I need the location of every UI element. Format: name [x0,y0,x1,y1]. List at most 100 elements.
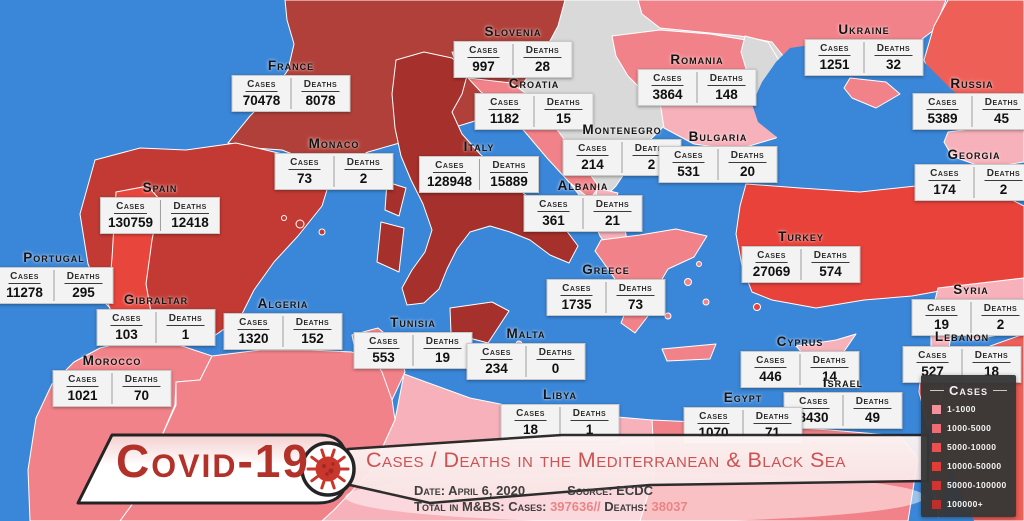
map-region-greek-island-2 [702,298,710,306]
cases-deaths-table: Cases 103 Deaths 1 [96,309,216,346]
deaths-value: 295 [72,285,95,300]
country-name: Tunisia [390,315,436,330]
table-divider [799,354,801,385]
cases-value: 1021 [67,388,98,403]
date-source-row: Date: April 6, 2020 Source: ECDC [414,483,653,498]
country-name: Lebanon [934,329,990,344]
deaths-header: Deaths [853,396,892,409]
total-cases-label: Total in M&BS: Cases: [414,499,547,514]
cases-header: Cases [672,150,705,163]
legend-swatch [932,461,941,471]
table-divider [970,302,972,333]
cases-header: Cases [288,157,321,170]
deaths-column: Deaths 32 [865,42,923,73]
cases-deaths-table: Cases 361 Deaths 21 [523,195,643,232]
country-name: Turkey [778,229,824,244]
country-name: Croatia [508,76,560,91]
map-region-turkish-island-1 [753,303,761,311]
country-name: Egypt [723,390,763,405]
legend-swatch [932,480,941,490]
deaths-value: 32 [885,57,902,72]
country-label-cyprus: Cyprus Cases 446 Deaths 14 [740,334,860,388]
cases-column: Cases 103 [98,312,156,343]
deaths-value: 1 [181,327,190,342]
cases-header: Cases [433,160,466,173]
cases-column: Cases 997 [455,44,513,75]
deaths-value: 1 [585,422,594,437]
legend-title: Cases [949,383,988,398]
country-name: Italy [463,139,495,154]
cases-value: 553 [372,350,395,365]
table-divider [582,198,584,229]
cases-header: Cases [754,355,787,368]
deaths-column: Deaths 70 [113,373,171,404]
legend-item: 100000+ [932,499,1007,509]
cases-deaths-table: Cases 5389 Deaths 45 [912,93,1024,130]
deaths-header: Deaths [874,43,913,56]
country-label-morocco: Morocco Cases 1021 Deaths 70 [52,353,172,407]
deaths-column: Deaths 0 [527,346,585,377]
cases-column: Cases 19 [913,302,971,333]
legend-label: 5000-10000 [947,442,997,452]
country-name: Libya [543,387,577,402]
deaths-header: Deaths [570,408,609,421]
cases-value: 361 [542,213,565,228]
cases-deaths-table: Cases 11278 Deaths 295 [0,267,114,304]
cases-value: 5389 [927,111,958,126]
deaths-value: 148 [715,87,738,102]
cases-value: 1251 [819,57,850,72]
deaths-header: Deaths [166,313,205,326]
legend-title-row: Cases [930,383,1007,398]
deaths-column: Deaths 14 [801,354,859,385]
deaths-header: Deaths [981,303,1020,316]
cases-value: 70478 [242,93,281,108]
deaths-value: 19 [434,350,451,365]
table-divider [696,72,698,103]
table-divider [111,373,113,404]
cases-header: Cases [237,317,270,330]
cases-header: Cases [697,411,730,424]
deaths-value: 2 [996,317,1005,332]
cases-header: Cases [651,73,684,86]
cases-column: Cases 214 [564,142,622,173]
map-region-greek-island-3 [664,312,672,320]
legend-dash-right [992,390,1007,391]
deaths-value: 21 [604,213,621,228]
deaths-value: 28 [534,59,551,74]
deaths-column: Deaths 574 [802,249,860,280]
cases-column: Cases 174 [916,167,974,198]
table-divider [290,78,292,109]
cases-value: 128948 [426,174,473,189]
country-name: Algeria [257,296,309,311]
cases-deaths-table: Cases 70478 Deaths 8078 [231,75,351,112]
country-name: Montenegro [582,122,662,137]
legend: Cases 1-1000 1000-5000 5000-10000 10000-… [921,375,1016,517]
country-name: Georgia [947,147,1001,162]
table-divider [605,282,607,313]
country-label-romania: Romania Cases 3864 Deaths 148 [637,52,757,106]
deaths-value: 45 [993,111,1010,126]
cases-header: Cases [818,43,851,56]
deaths-header: Deaths [293,317,332,330]
cases-column: Cases 3864 [639,72,697,103]
deaths-header: Deaths [490,160,528,173]
country-name: Bulgaria [688,129,748,144]
country-label-greece: Greece Cases 1735 Deaths 73 [546,262,666,316]
cases-deaths-table: Cases 3864 Deaths 148 [637,69,757,106]
map-region-balearic-3 [281,215,287,221]
cases-column: Cases 531 [660,149,718,180]
cases-header: Cases [114,201,147,214]
map-region-greek-island-4 [696,261,702,267]
deaths-value: 12418 [171,215,209,230]
country-label-spain: Spain Cases 130759 Deaths 12418 [99,180,221,234]
legend-item: 50000-100000 [932,480,1007,490]
country-label-russia: Russia Cases 5389 Deaths 45 [912,76,1024,130]
country-label-syria: Syria Cases 19 Deaths 2 [911,282,1024,336]
cases-value: 531 [677,164,700,179]
deaths-header: Deaths [632,143,671,156]
deaths-column: Deaths 2 [623,142,681,173]
table-divider [53,270,55,301]
cases-header: Cases [480,347,513,360]
totals-row: Total in M&BS: Cases: 397636// Deaths: 3… [414,499,688,514]
legend-dash-left [930,390,945,391]
